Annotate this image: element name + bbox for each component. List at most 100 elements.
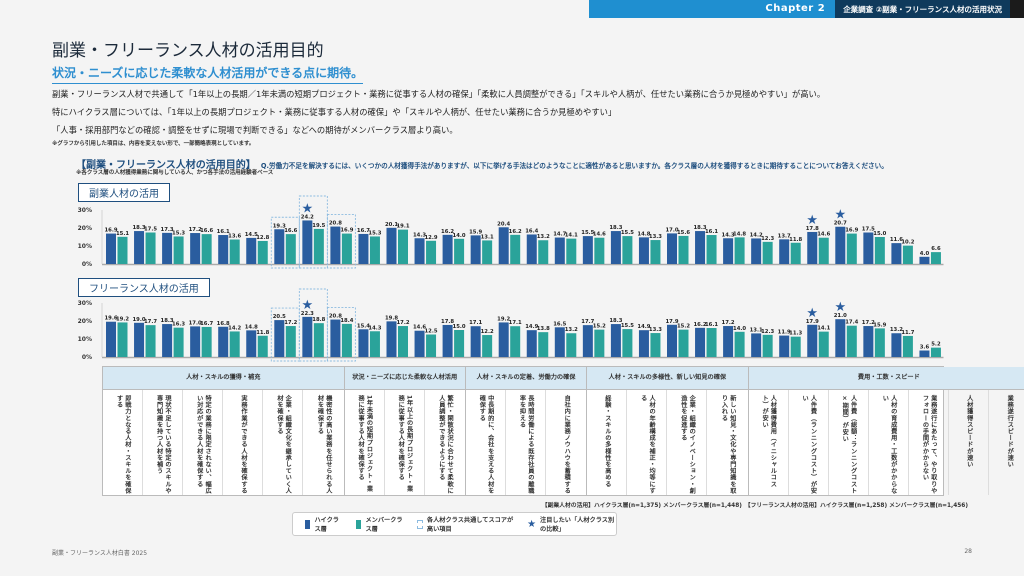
bar-value-label: 16.1: [705, 229, 718, 235]
bar-value-label: 15.9: [469, 229, 482, 235]
bar: [470, 235, 481, 264]
bar: [863, 326, 874, 357]
bar: [257, 240, 268, 264]
bar: [218, 326, 229, 357]
star-icon: ★: [302, 298, 314, 313]
bar-value-label: 16.2: [509, 229, 522, 235]
category-label: 人件費（総額：ランニングコスト×期間）が安い: [841, 395, 857, 494]
bar-value-label: 17.2: [722, 320, 735, 326]
category-label: 人材獲得スピードが速い: [965, 395, 973, 468]
bar-value-label: 20.7: [834, 221, 847, 227]
legend-item-star: ★ 注目したい「人材クラス別の比較」: [527, 515, 616, 533]
category-group: 人材・スキルの多様性、新しい知見の確保 経験・スキルの多様性を高める 人材の年齢構成…: [587, 367, 749, 495]
bar-value-label: 20.8: [329, 314, 342, 320]
bar: [302, 220, 313, 264]
bar: [566, 238, 577, 264]
bar: [398, 326, 408, 357]
bar-value-label: 15.9: [873, 322, 886, 328]
bar: [790, 242, 801, 264]
summary-line-1: 副業・フリーランス人材で共通して「1年以上の長期／1年未満の短期プロジェクト・業…: [52, 89, 826, 99]
bar: [678, 235, 689, 264]
bar: [106, 233, 116, 264]
bar: [762, 241, 773, 264]
y-tick-label: 30%: [78, 300, 92, 307]
bar: [538, 332, 549, 357]
bar-value-label: 17.0: [665, 227, 678, 233]
bar-value-label: 14.8: [245, 324, 258, 330]
bar: [594, 329, 605, 357]
category-group: 状況・ニーズに応じた柔軟な人材活用 1年未満の短期プロジェクト・業務に従事する人材…: [344, 367, 466, 495]
bar: [622, 329, 633, 357]
bar-value-label: 14.3: [413, 232, 426, 238]
bar-value-label: 15.4: [357, 323, 370, 329]
bar-value-label: 16.7: [357, 228, 370, 234]
category-table: 人材・スキルの獲得・補充 即戦力となる人材・スキルを確保する 現状不足している特定の…: [102, 366, 1024, 496]
category-label: 人材の年齢構成を補正・均等にする: [639, 395, 656, 494]
category-label: 現状不足している特定のスキルや専門知識を持つ人材を補う: [155, 395, 171, 494]
chapter-header: Chapter 2 企業調査 ②副業・フリーランス人材の活用状況: [589, 0, 1024, 18]
star-icon: ★: [302, 201, 314, 216]
bar-value-label: 13.6: [228, 234, 241, 240]
bar-value-label: 14.5: [245, 232, 258, 238]
bar: [285, 326, 296, 357]
bar: [874, 237, 885, 264]
category-label: 企業・組織のイノベーション・創造性を促進する: [679, 395, 696, 494]
y-tick-label: 0%: [82, 261, 92, 268]
category-cell: 実務作業ができる人材を確保する: [223, 390, 264, 495]
category-cell: 人材獲得スピードが速い: [949, 390, 990, 495]
bar-value-label: 14.1: [565, 233, 578, 239]
bar: [285, 234, 296, 264]
bar: [274, 320, 285, 357]
bar: [498, 322, 509, 357]
bar: [369, 331, 380, 357]
common-highlight-box: [270, 216, 300, 269]
bar: [117, 322, 128, 357]
bar: [426, 240, 437, 264]
bar-value-label: 5.2: [931, 342, 941, 348]
bar-value-label: 17.2: [862, 320, 875, 326]
bar-value-label: 13.2: [565, 327, 578, 333]
category-cell: 企業・組織文化を継承していく人材を確保する: [263, 390, 304, 495]
bar: [582, 236, 593, 264]
category-label: 即戦力となる人材・スキルを確保する: [115, 395, 131, 494]
category-group-label: 費用・工数・スピード: [748, 367, 1024, 390]
bar: [807, 324, 818, 357]
bar-value-label: 16.2: [694, 322, 707, 328]
bar-value-label: 16.4: [525, 228, 538, 234]
bar-value-label: 13.3: [649, 327, 662, 333]
bar: [218, 235, 229, 264]
category-cell: 現状不足している特定のスキルや専門知識を持つ人材を補う: [143, 390, 184, 495]
bar-value-label: 17.2: [284, 320, 297, 326]
legend-label-high: ハイクラス層: [314, 517, 339, 533]
bar-value-label: 16.3: [172, 322, 185, 328]
bar: [734, 237, 745, 264]
bar-value-label: 20.1: [385, 222, 398, 228]
bar-value-label: 14.3: [368, 325, 381, 331]
bar: [594, 237, 605, 264]
category-group: 人材・スキルの獲得・補充 即戦力となる人材・スキルを確保する 現状不足している特定の…: [103, 367, 345, 495]
category-label: 長時間労働による既存社員の離職率を抑える: [518, 395, 534, 494]
bar-value-label: 18.3: [609, 318, 622, 324]
bar: [638, 330, 649, 357]
bar: [835, 319, 846, 357]
bar-value-label: 24.2: [301, 214, 314, 220]
question-text: Q.労働力不足を解決するには、いくつかの人材獲得手法がありますが、以下に挙げる手…: [260, 162, 888, 170]
category-group: 費用・工数・スピード 人材獲得費用（イニシャルコスト）が安い 人件費（ランニングコス…: [748, 367, 1024, 495]
bar-value-label: 15.3: [368, 230, 381, 236]
bar-value-label: 17.2: [189, 227, 202, 233]
legend-item-common: 各人材クラス共通してスコアが高い項目: [417, 515, 514, 533]
category-label: 中長期的に、会社を支える人材を確保する: [478, 395, 494, 494]
bar-value-label: 16.2: [441, 229, 454, 235]
bar: [526, 330, 537, 357]
category-label: 業務遂行スピードが速い: [1006, 395, 1014, 468]
legend-item-member: メンバークラス層: [355, 515, 404, 533]
bar: [863, 232, 874, 264]
bar-value-label: 14.1: [817, 326, 830, 332]
bar: [919, 350, 930, 357]
bar: [330, 226, 341, 264]
bar: [510, 326, 521, 357]
bar-value-label: 18.4: [340, 318, 353, 324]
star-icon: ★: [806, 213, 818, 228]
bar-value-label: 13.2: [537, 234, 550, 240]
y-tick-label: 10%: [78, 336, 92, 343]
